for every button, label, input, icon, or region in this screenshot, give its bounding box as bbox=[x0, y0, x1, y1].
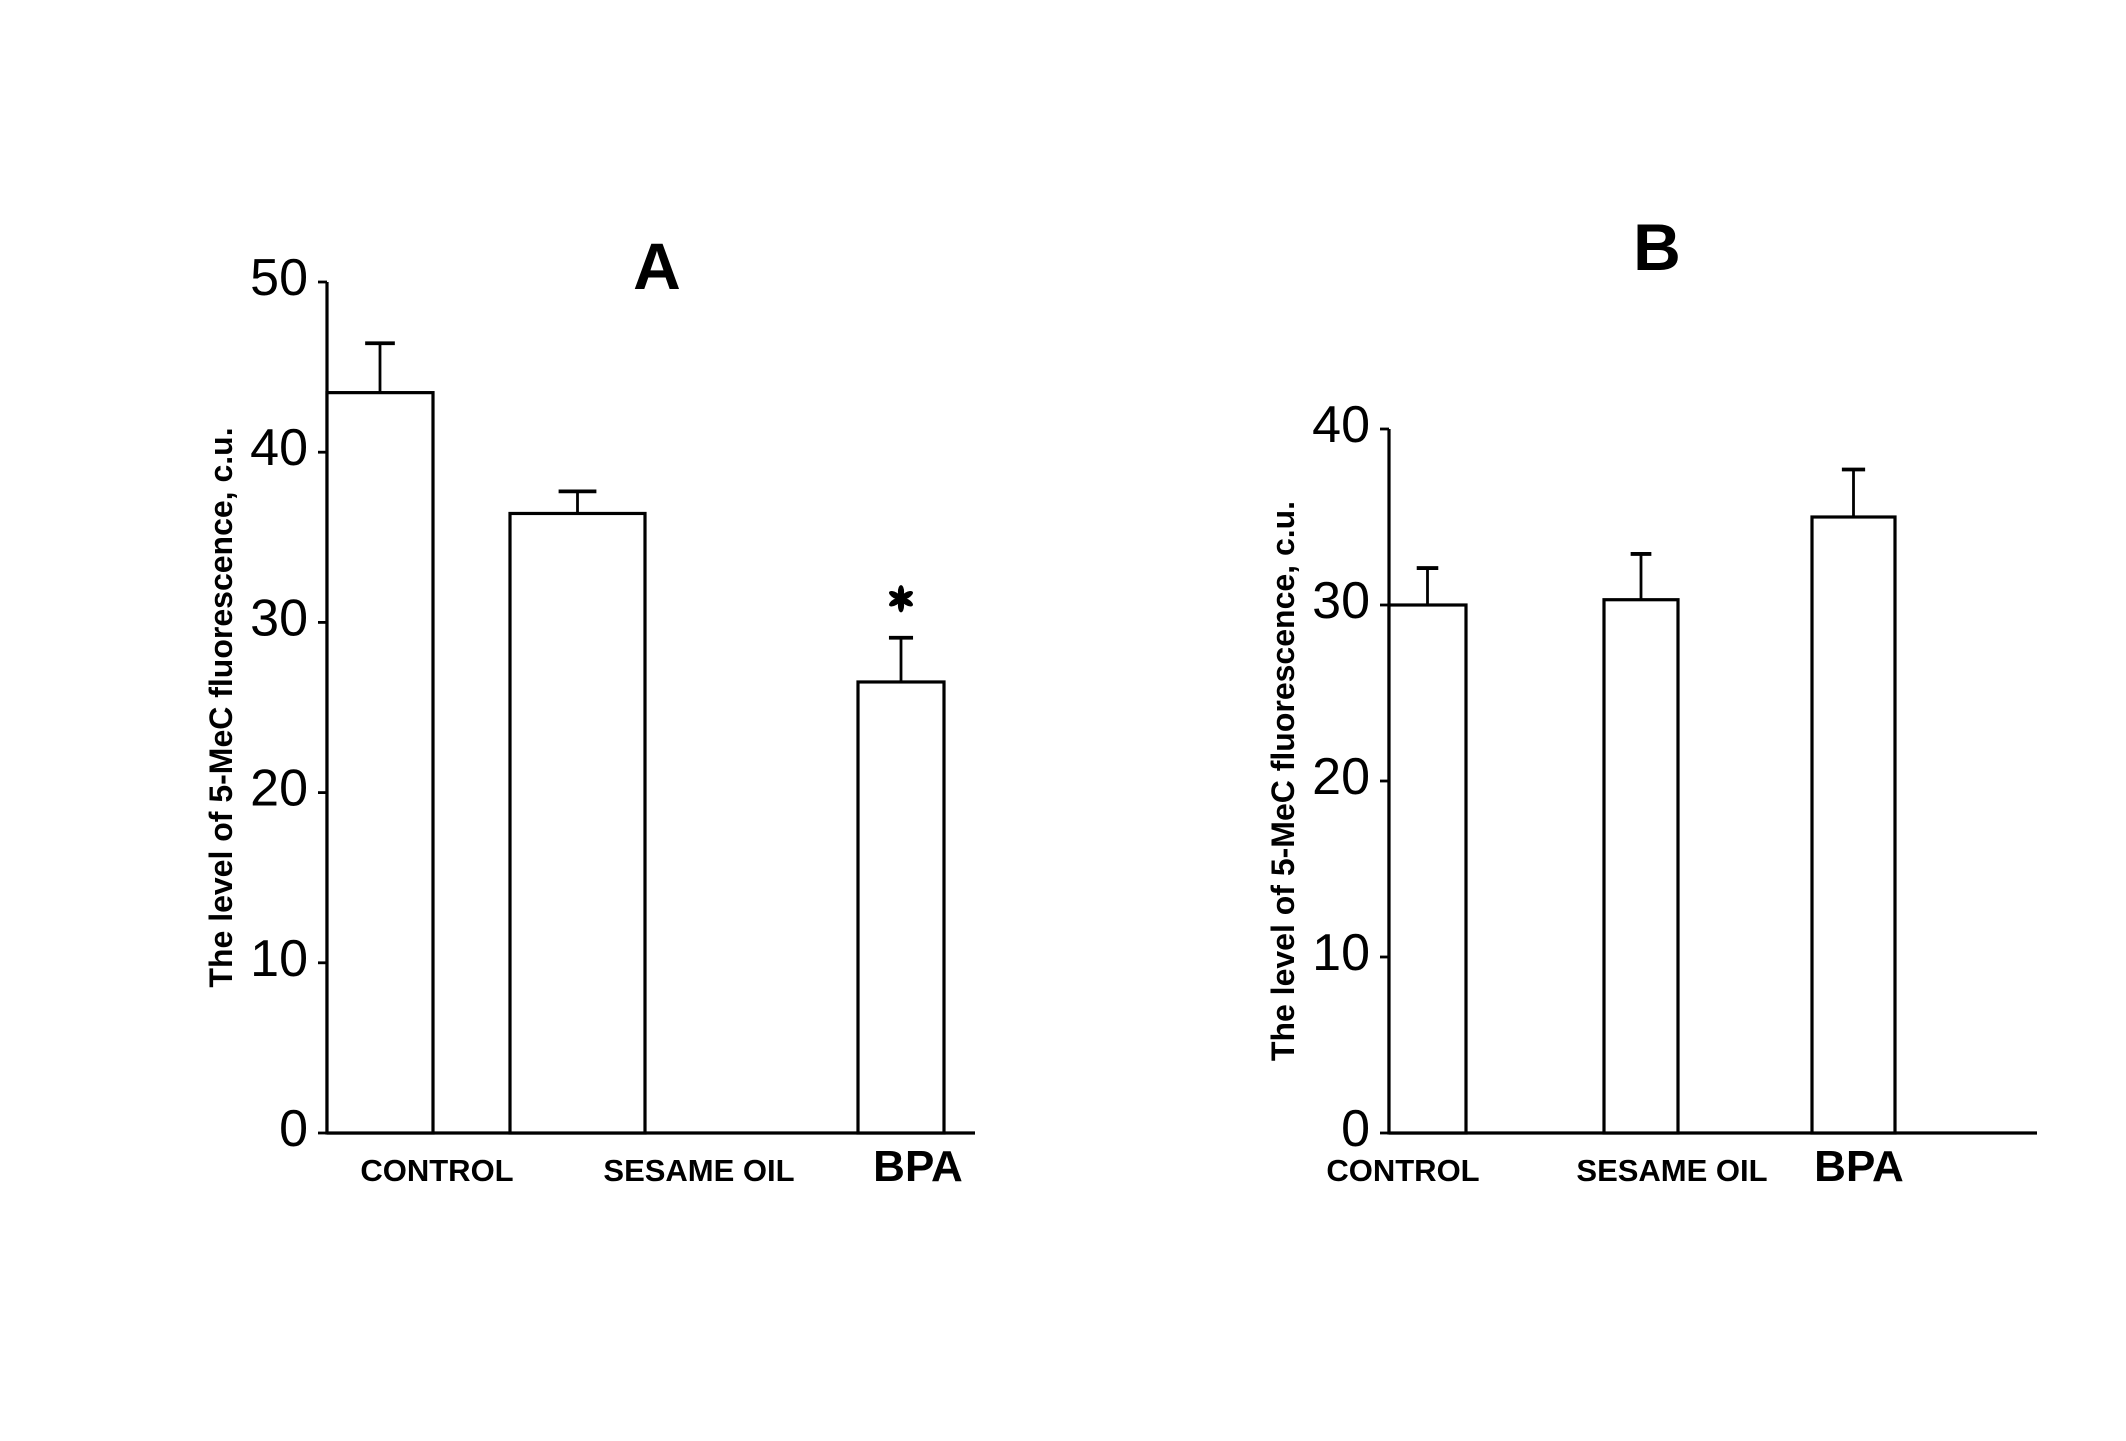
svg-text:30: 30 bbox=[1312, 572, 1370, 630]
svg-text:SESAME OIL: SESAME OIL bbox=[1576, 1153, 1767, 1188]
svg-text:The level of 5-MeC fluorescenc: The level of 5-MeC fluorescence, c.u. bbox=[203, 427, 239, 987]
svg-text:40: 40 bbox=[250, 419, 308, 477]
svg-text:CONTROL: CONTROL bbox=[360, 1153, 513, 1188]
svg-text:20: 20 bbox=[1312, 748, 1370, 806]
svg-text:A: A bbox=[633, 229, 681, 303]
svg-text:50: 50 bbox=[250, 249, 308, 307]
svg-text:20: 20 bbox=[250, 760, 308, 818]
svg-text:BPA: BPA bbox=[873, 1142, 963, 1191]
svg-text:0: 0 bbox=[1341, 1100, 1370, 1158]
svg-text:The level of 5-MeC fluorescenc: The level of 5-MeC fluorescence, c.u. bbox=[1265, 501, 1301, 1061]
svg-text:CONTROL: CONTROL bbox=[1326, 1153, 1479, 1188]
svg-text:SESAME OIL: SESAME OIL bbox=[603, 1153, 794, 1188]
svg-text:BPA: BPA bbox=[1814, 1142, 1904, 1191]
svg-text:B: B bbox=[1633, 210, 1681, 284]
svg-text:40: 40 bbox=[1312, 396, 1370, 454]
svg-text:10: 10 bbox=[250, 930, 308, 988]
svg-text:10: 10 bbox=[1312, 924, 1370, 982]
svg-text:0: 0 bbox=[279, 1100, 308, 1158]
svg-text:30: 30 bbox=[250, 589, 308, 647]
